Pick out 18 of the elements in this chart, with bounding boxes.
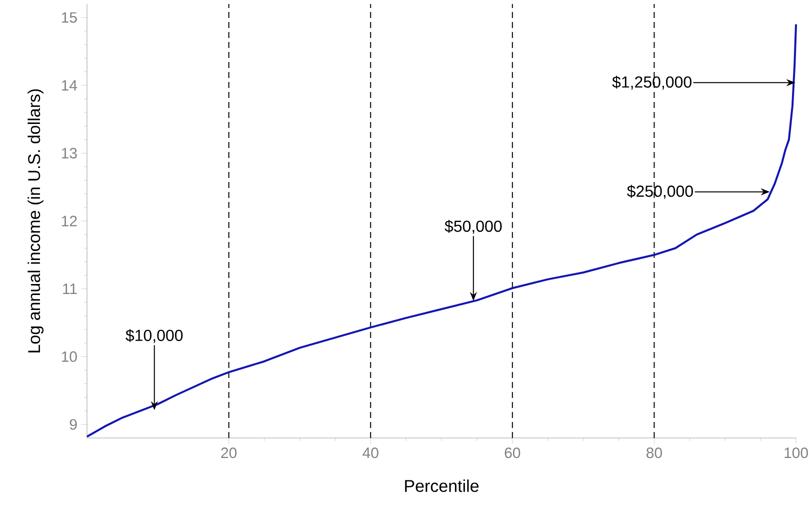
x-tick-label: 20 — [221, 448, 237, 458]
x-tick-label: 100 — [784, 448, 808, 458]
y-tick-label: 11 — [63, 284, 77, 294]
y-tick-label: 13 — [62, 148, 77, 158]
y-tick-label: 10 — [62, 351, 77, 362]
x-tick-label: 60 — [504, 448, 520, 458]
x-tick-label: 40 — [362, 448, 378, 458]
y-tick-label: 9 — [70, 419, 77, 430]
annotation: $50,000 — [444, 220, 502, 234]
annotation: $1,250,000 — [612, 76, 692, 90]
y-tick-label: 12 — [62, 216, 77, 226]
annotation: $250,000 — [627, 184, 693, 199]
x-axis-title: Percentile — [405, 480, 479, 492]
x-tick-label: 80 — [646, 448, 662, 458]
y-tick-label: 15 — [62, 12, 77, 23]
y-axis-title: Log annual income (in U.S. dollars) — [28, 89, 44, 352]
annotation: $10,000 — [126, 329, 183, 343]
y-tick-label: 14 — [62, 80, 78, 91]
